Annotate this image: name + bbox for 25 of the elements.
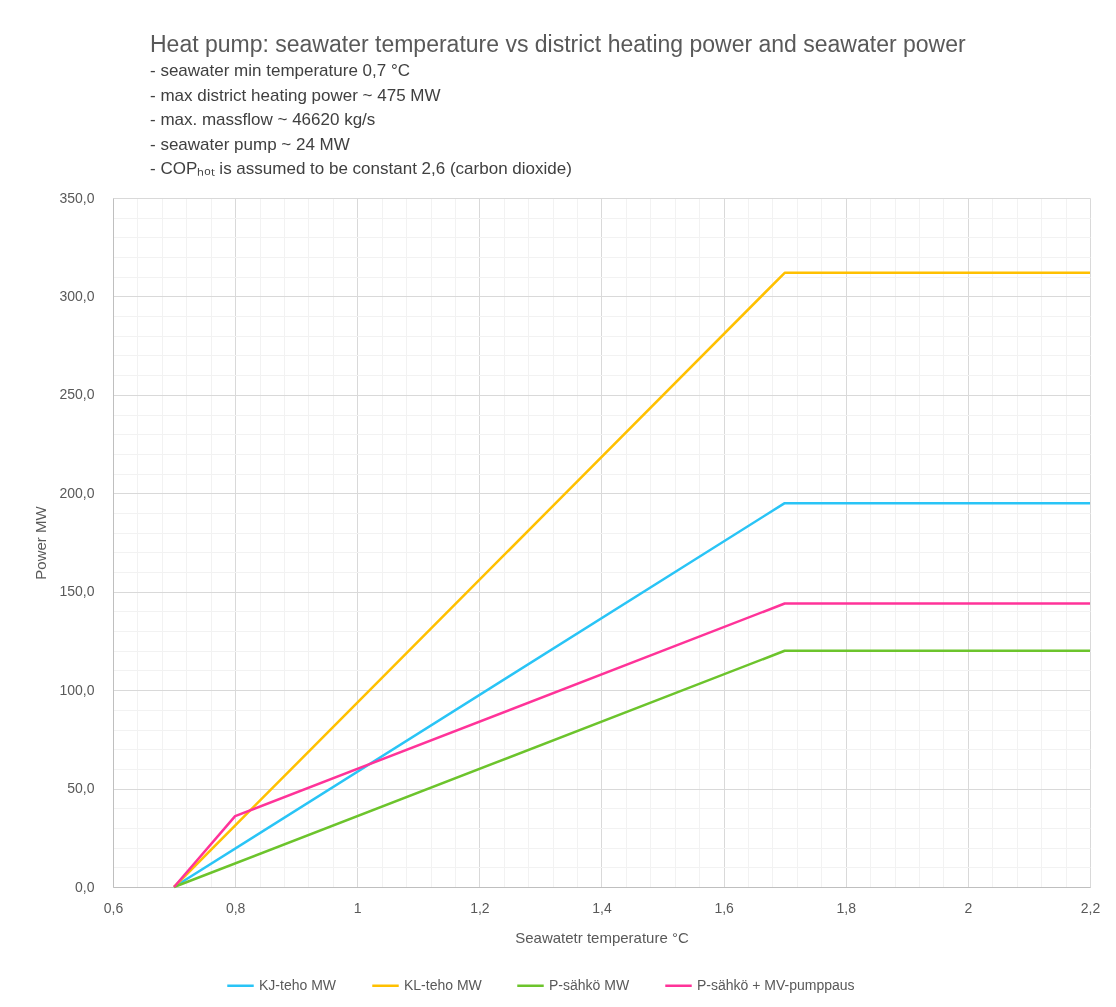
x-tick-label: 2 [964,899,973,916]
chart-title: Heat pump: seawater temperature vs district heating power and seawater power [150,31,966,57]
x-tick-label: 1 [353,899,362,916]
legend-label: KJ-teho MW [259,976,337,993]
y-tick-label: 0,0 [75,878,95,895]
x-axis-title: Seawatetr temperature °C [515,928,689,946]
y-tick-label: 250,0 [59,386,95,403]
legend-label: KL-teho MW [404,976,483,993]
legend-label: P-sähkö MW [549,976,630,993]
y-tick-label: 100,0 [59,681,95,698]
x-tick-label: 1,6 [714,899,735,916]
y-tick-label: 350,0 [59,189,95,206]
x-tick-label: 1,4 [592,899,612,916]
x-tick-label: 1,2 [470,899,490,916]
x-tick-label: 2,2 [1080,899,1101,916]
y-tick-label: 200,0 [59,484,95,501]
x-tick-label: 1,8 [836,899,857,916]
x-tick-label: 0,8 [225,899,246,916]
y-tick-label: 150,0 [59,583,95,600]
x-tick-label: 0,6 [103,899,124,916]
y-tick-label: 300,0 [59,287,95,304]
y-tick-label: 50,0 [67,780,95,797]
y-axis-title: Power MW [32,505,50,580]
chart-subtitle: - seawater min temperature 0,7 °C - max district heating power ~ 475 MW - max. massflow ~ 46620 kg/s - seawater pump ~ 24 MW - COPₕₒₜ is assumed to be constant 2,6 (carbon dioxide) [150,61,572,178]
legend-label: P-sähkö + MV-pumppaus [697,976,855,993]
